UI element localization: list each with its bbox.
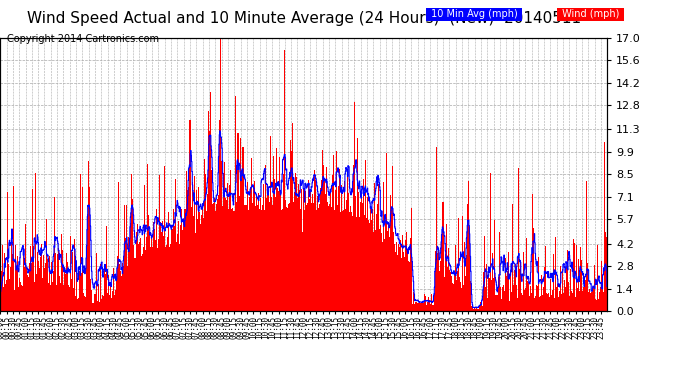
Text: 10 Min Avg (mph): 10 Min Avg (mph) [428, 9, 521, 20]
Text: Copyright 2014 Cartronics.com: Copyright 2014 Cartronics.com [7, 34, 159, 44]
Text: Wind (mph): Wind (mph) [559, 9, 622, 20]
Text: Wind Speed Actual and 10 Minute Average (24 Hours)  (New)  20140511: Wind Speed Actual and 10 Minute Average … [26, 11, 581, 26]
